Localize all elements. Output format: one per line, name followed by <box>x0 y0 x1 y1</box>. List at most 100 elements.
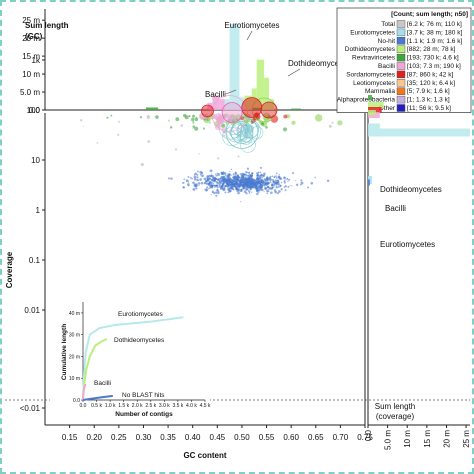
scatter-point-no-hit <box>288 178 291 181</box>
scatter-point-no-hit <box>192 181 195 185</box>
legend-entry-name: Revtraviricetes <box>352 55 396 62</box>
scatter-point-no-hit <box>230 183 233 186</box>
scatter-point-no-hit <box>264 186 268 190</box>
scatter-point-no-hit <box>243 187 245 189</box>
scatter-point-no-hit <box>214 177 217 180</box>
scatter-point-revtraviricetes <box>110 114 113 117</box>
x-tick-label: 0.50 <box>234 433 250 442</box>
inset-x-axis-label: Number of contigs <box>115 411 173 418</box>
scatter-point-revtraviricetes <box>106 116 109 119</box>
scatter-point-no-hit <box>199 173 202 176</box>
scatter-point-no-hit <box>270 191 273 195</box>
scatter-point-no-hit <box>216 172 218 175</box>
right-annotation-dothideomycetes: Dothideomycetes <box>380 185 442 194</box>
scatter-point-no-hit <box>257 178 260 182</box>
legend-swatch <box>396 45 406 53</box>
legend-entry-name: Dothideomycetes <box>345 46 396 53</box>
scatter-point-no-hit <box>223 187 226 189</box>
scatter-point-no-hit <box>259 166 262 169</box>
top-y-tick-label: 20 m <box>22 34 40 43</box>
legend-entry-stats: [35; 120 k; 6.4 k] <box>407 80 455 87</box>
scatter-point-no-hit <box>219 187 221 189</box>
scatter-point-no-hit <box>201 182 203 184</box>
scatter-point-no-hit <box>238 188 240 191</box>
scatter-point-no-hit <box>237 189 239 191</box>
y-tick-label: 1 <box>36 206 41 215</box>
inset-series-label: Bacilli <box>94 380 111 387</box>
scatter-point-no-hit <box>291 185 293 187</box>
scatter-point-no-hit <box>241 175 245 178</box>
scatter-point-no-hit <box>229 170 231 173</box>
scatter-point-no-hit <box>199 170 203 174</box>
scatter-blob <box>225 116 259 149</box>
scatter-point-no-hit <box>257 188 260 192</box>
scatter-point-revtraviricetes <box>192 121 195 124</box>
scatter-point-no-hit <box>167 177 170 180</box>
scatter-point-no-hit <box>208 187 210 190</box>
scatter-point-no-hit <box>206 182 209 185</box>
legend-swatch <box>396 62 406 70</box>
scatter-point-no-hit <box>239 176 241 179</box>
scatter-point-no-hit <box>250 172 254 175</box>
scatter-point-no-hit <box>230 174 232 176</box>
scatter-point-no-hit <box>193 178 197 181</box>
scatter-point-no-hit <box>210 194 212 196</box>
scatter-point-sordariomycetes <box>250 118 256 124</box>
scatter-point-no-hit <box>229 181 231 184</box>
scatter-point-revtraviricetes <box>202 127 205 130</box>
scatter-point-no-hit <box>233 183 235 185</box>
scatter-point-no-hit <box>187 184 190 187</box>
scatter-point-no-hit <box>266 192 269 195</box>
scatter-blob <box>201 104 214 118</box>
scatter-point-no-hit <box>247 172 249 174</box>
scatter-point-no-hit <box>261 179 263 182</box>
right-x-tick-label: 10 m <box>403 430 412 448</box>
scatter-point-no-hit <box>228 188 231 191</box>
inset-y-tick-label: 10 m <box>69 376 80 382</box>
scatter-point-no-hit <box>255 180 258 183</box>
scatter-point-no-hit <box>256 171 259 175</box>
scatter-point-total-scatter <box>79 119 83 122</box>
scatter-point-no-hit <box>260 186 263 189</box>
x-tick-label: 0.30 <box>136 433 152 442</box>
scatter-point-no-hit <box>191 178 193 180</box>
scatter-point-no-hit <box>272 179 275 181</box>
scatter-point-no-hit <box>219 177 222 180</box>
scatter-point-no-hit <box>234 171 237 174</box>
scatter-point-no-hit <box>277 183 279 185</box>
right-xlabel-line2: (coverage) <box>376 412 415 421</box>
top-hist-bar <box>269 99 274 110</box>
scatter-point-no-hit <box>248 173 252 177</box>
scatter-point-no-hit <box>194 184 198 188</box>
scatter-point-no-hit <box>183 178 186 181</box>
scatter-point-no-hit <box>247 185 250 189</box>
inset-line-dothideomycetes <box>82 338 108 401</box>
scatter-point-no-hit <box>230 186 234 189</box>
scatter-point-no-hit <box>258 185 260 187</box>
scatter-point-no-hit <box>273 189 277 192</box>
scatter-point-no-hit <box>221 176 224 179</box>
inset-x-tick-label: 3.0 k <box>159 403 170 409</box>
scatter-point-no-hit <box>278 190 281 193</box>
scatter-point-no-hit <box>183 186 185 189</box>
scatter-point-no-hit <box>228 173 231 176</box>
scatter-point-no-hit <box>212 179 216 183</box>
scatter-point-eurotiomycetes <box>239 136 256 153</box>
scatter-point-no-hit <box>251 174 253 177</box>
scatter-point-no-hit <box>196 173 199 176</box>
scatter-point-total-scatter <box>147 114 150 117</box>
scatter-point-no-hit <box>206 186 209 189</box>
scatter-point-no-hit <box>242 182 244 184</box>
right-x-tick-label: 15 m <box>423 430 432 448</box>
scatter-point-no-hit <box>240 201 242 203</box>
legend-swatch <box>396 104 406 112</box>
inset-x-tick-label: 3.5 k <box>172 403 183 409</box>
right-hist-bar <box>368 102 384 108</box>
x-tick-label: 0.60 <box>283 433 299 442</box>
scatter-point-no-hit <box>210 179 213 181</box>
x-tick-label: 0.75 <box>357 433 373 442</box>
scatter-point-no-hit <box>284 185 287 188</box>
scatter-point-total-scatter <box>174 148 178 151</box>
scatter-point-no-hit <box>273 176 276 179</box>
scatter-point-no-hit <box>222 179 225 183</box>
